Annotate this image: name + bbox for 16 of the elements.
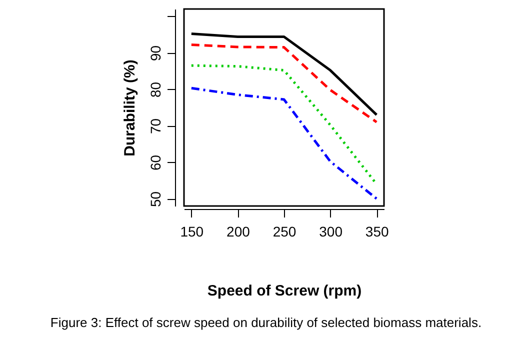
- y-tick-label: 50: [148, 191, 164, 207]
- y-tick-label: 80: [148, 82, 164, 98]
- x-tick-label: 250: [272, 224, 296, 240]
- line-series: [190, 86, 378, 200]
- caption: Figure 3: Effect of screw speed on durability of selected biomass materials.: [49, 315, 483, 330]
- line-series: [190, 44, 378, 124]
- y-tick-label: 70: [148, 118, 164, 134]
- x-axis-title: Speed of Screw (rpm): [207, 282, 362, 300]
- x-tick-label: 300: [319, 224, 343, 240]
- x-tick-label: 350: [365, 224, 389, 240]
- x-tick-label: 200: [226, 224, 250, 240]
- y-tick-label: 90: [148, 45, 164, 62]
- y-axis-title: Durability (%): [122, 60, 138, 156]
- x-tick-label: 150: [180, 224, 204, 240]
- y-tick-label: 60: [148, 154, 164, 171]
- line-series: [190, 32, 378, 116]
